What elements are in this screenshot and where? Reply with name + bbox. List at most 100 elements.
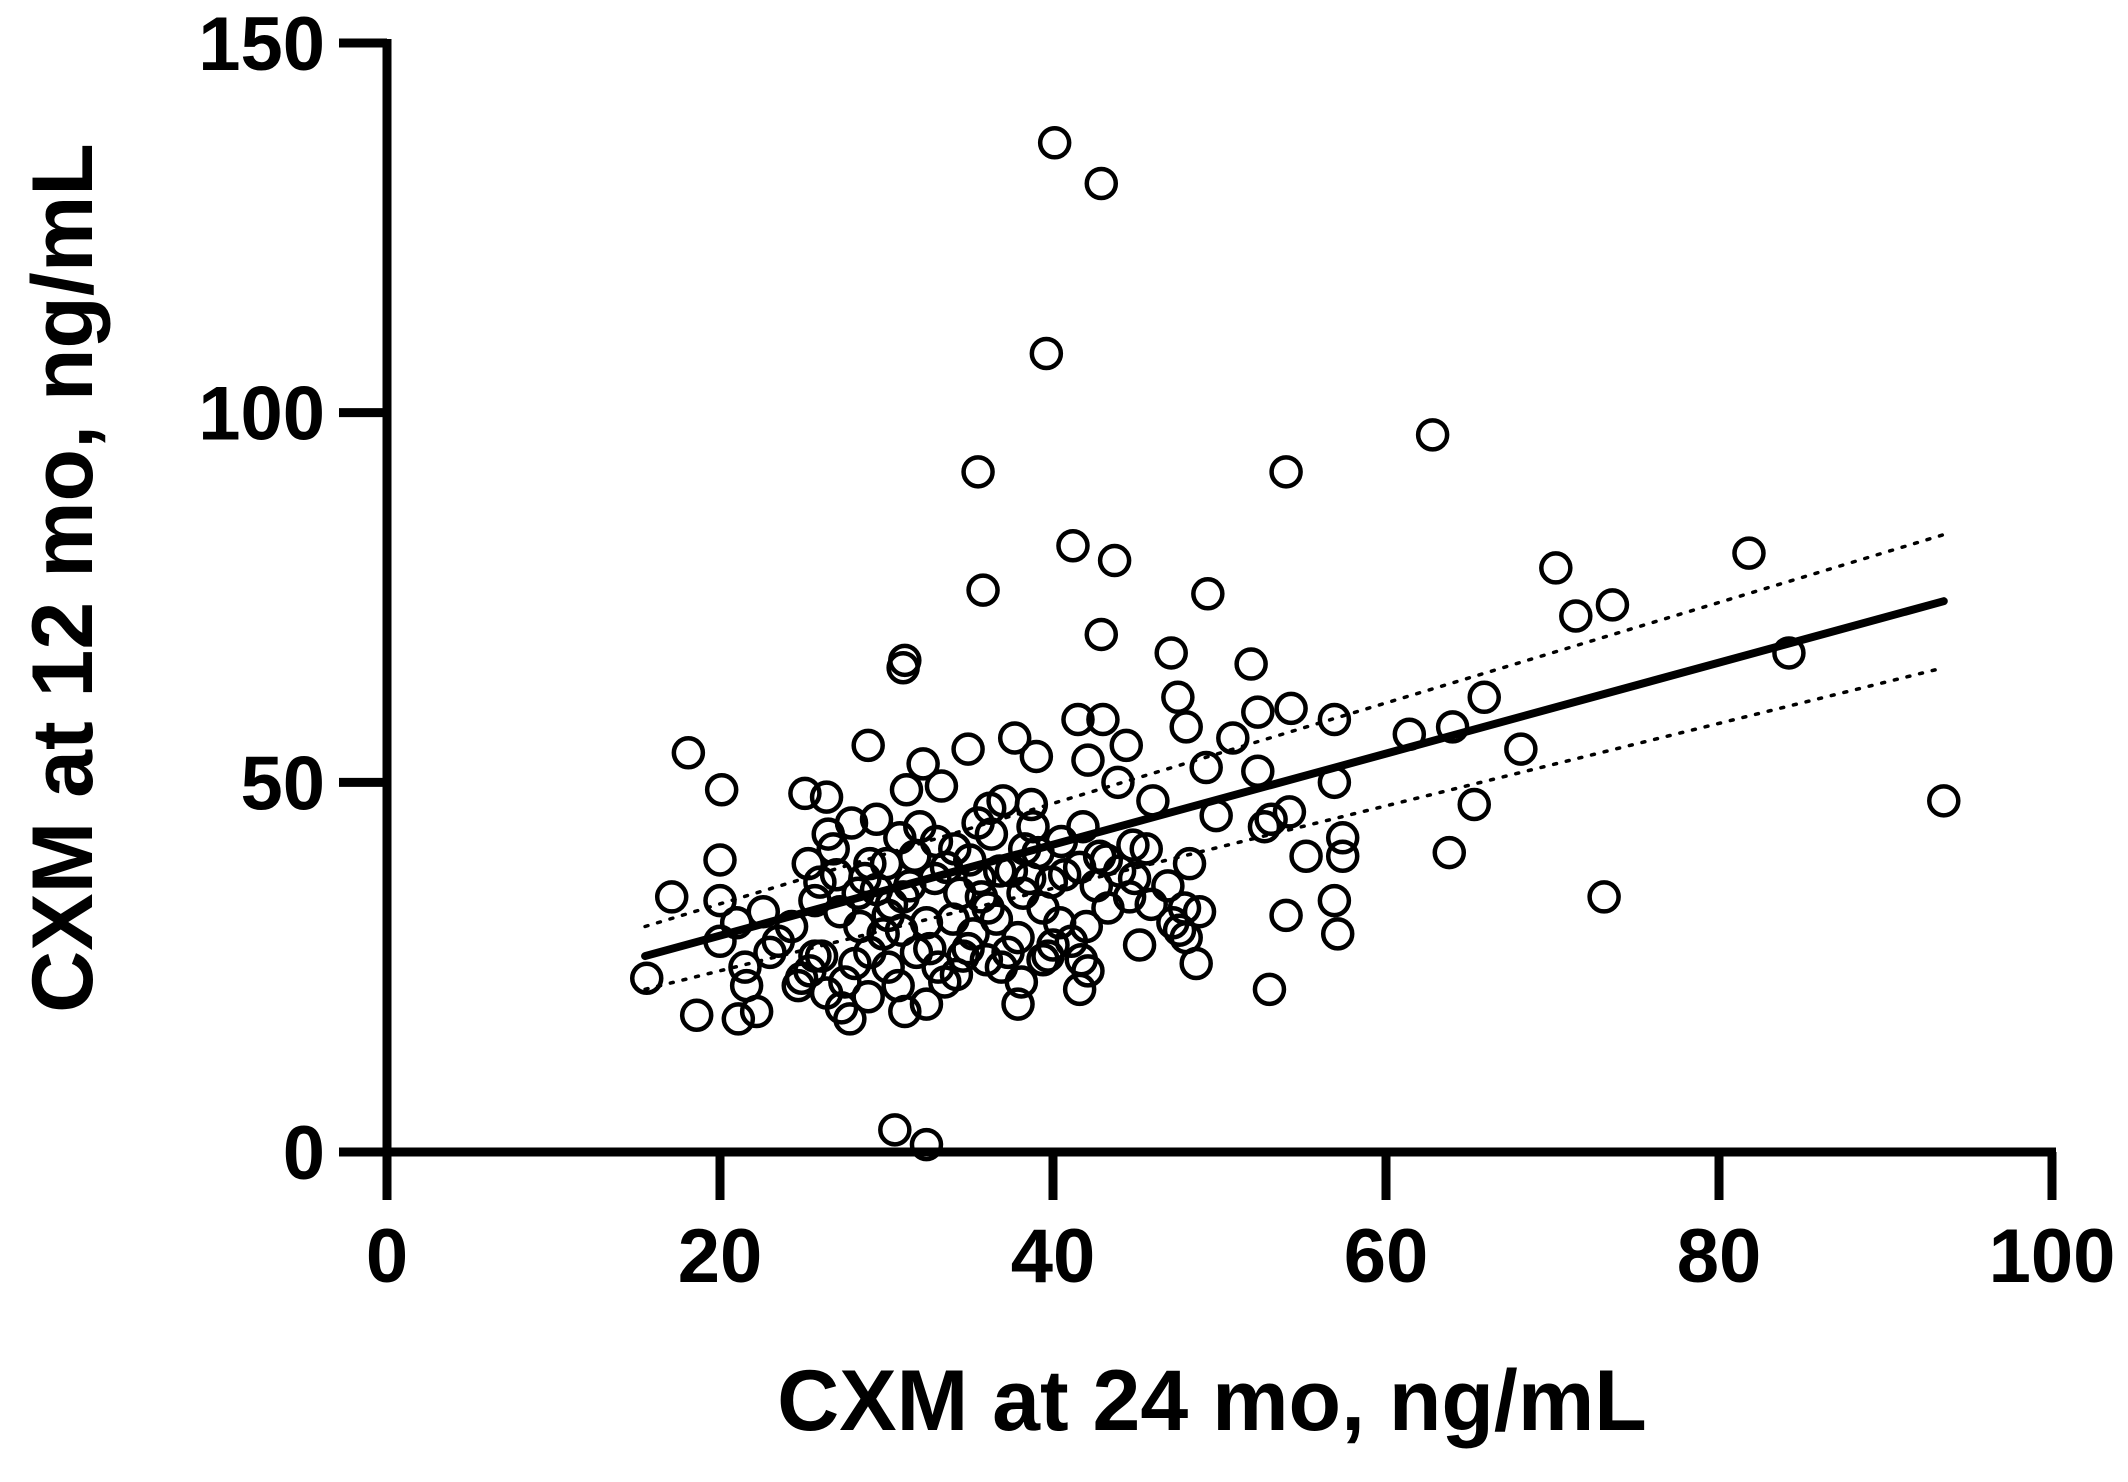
data-point bbox=[1134, 887, 1168, 922]
data-point bbox=[798, 939, 832, 973]
data-point bbox=[906, 747, 940, 781]
data-point bbox=[1062, 972, 1097, 1007]
data-point bbox=[1172, 846, 1207, 881]
data-point bbox=[1539, 551, 1573, 585]
data-point bbox=[1019, 739, 1054, 774]
confidence-band-lower bbox=[643, 665, 1946, 992]
data-point bbox=[1047, 858, 1082, 892]
data-point bbox=[1086, 702, 1120, 737]
data-point bbox=[1004, 965, 1039, 999]
data-point bbox=[939, 957, 974, 992]
data-point bbox=[1247, 809, 1282, 844]
data-point bbox=[1061, 702, 1095, 737]
x-tick-label: 60 bbox=[1344, 1214, 1429, 1299]
data-point bbox=[1325, 821, 1360, 855]
data-point bbox=[909, 1127, 944, 1162]
y-tick-label: 150 bbox=[198, 2, 325, 87]
data-point bbox=[961, 455, 995, 489]
data-point bbox=[951, 732, 985, 766]
data-point bbox=[1084, 617, 1119, 652]
data-point bbox=[1084, 166, 1119, 201]
data-point bbox=[788, 776, 822, 811]
data-point bbox=[888, 994, 922, 1029]
data-point bbox=[866, 917, 900, 951]
data-point bbox=[869, 846, 904, 881]
data-point bbox=[1169, 710, 1203, 744]
x-tick-label: 80 bbox=[1677, 1214, 1762, 1299]
data-point bbox=[1031, 939, 1065, 973]
data-point bbox=[859, 802, 894, 837]
data-point bbox=[878, 1113, 912, 1147]
data-point bbox=[823, 894, 857, 929]
data-point bbox=[838, 946, 872, 981]
x-tick-label: 100 bbox=[1989, 1214, 2116, 1299]
data-point bbox=[991, 935, 1025, 970]
data-point bbox=[1191, 577, 1225, 611]
data-point bbox=[1559, 599, 1593, 633]
data-point bbox=[924, 769, 959, 803]
data-point bbox=[703, 843, 737, 877]
chart-marks bbox=[629, 126, 1961, 1162]
data-point bbox=[1189, 750, 1223, 785]
data-point bbox=[753, 935, 787, 970]
data-point bbox=[1116, 828, 1150, 862]
data-point bbox=[1037, 126, 1072, 160]
data-point bbox=[803, 865, 837, 899]
data-point bbox=[833, 1002, 867, 1036]
data-point bbox=[1241, 695, 1275, 729]
regression-line bbox=[641, 597, 1948, 961]
data-point bbox=[1056, 528, 1090, 563]
data-point bbox=[1064, 943, 1099, 977]
data-point bbox=[886, 650, 920, 685]
data-point bbox=[1927, 784, 1961, 818]
chart-axes: 0 20 40 60 80 100 0 50 100 150 bbox=[198, 2, 2115, 1299]
x-axis-label: CXM at 24 mo, ng/mL bbox=[777, 1353, 1647, 1449]
data-point bbox=[913, 931, 947, 966]
data-point bbox=[1216, 721, 1250, 755]
data-point bbox=[1241, 754, 1275, 788]
data-point bbox=[1415, 418, 1450, 452]
data-point bbox=[654, 880, 689, 914]
data-point bbox=[828, 965, 862, 999]
data-point bbox=[816, 832, 850, 866]
data-point bbox=[1012, 861, 1047, 896]
data-point bbox=[679, 998, 714, 1032]
data-point bbox=[903, 809, 937, 844]
data-point bbox=[1317, 883, 1352, 918]
data-point bbox=[781, 968, 816, 1003]
data-point bbox=[889, 772, 924, 807]
x-tick-label: 0 bbox=[366, 1214, 408, 1299]
data-point bbox=[1151, 869, 1185, 903]
data-point bbox=[1254, 802, 1288, 837]
data-point bbox=[704, 772, 739, 807]
data-point bbox=[1101, 765, 1135, 800]
data-point bbox=[1161, 680, 1195, 715]
data-point bbox=[1269, 898, 1303, 933]
data-point bbox=[1274, 691, 1308, 726]
data-point bbox=[997, 721, 1032, 755]
data-point bbox=[1317, 702, 1352, 737]
data-point bbox=[1001, 987, 1035, 1021]
data-point bbox=[1772, 636, 1806, 670]
data-point bbox=[1732, 536, 1766, 570]
data-point bbox=[1026, 891, 1060, 925]
data-point bbox=[719, 906, 754, 940]
data-point bbox=[969, 943, 1004, 977]
data-point bbox=[1595, 588, 1630, 622]
data-point bbox=[1154, 636, 1188, 670]
data-point bbox=[809, 780, 844, 814]
data-point bbox=[1289, 839, 1323, 874]
data-point bbox=[966, 573, 1000, 607]
data-point bbox=[1269, 455, 1303, 489]
data-point bbox=[909, 987, 944, 1021]
data-point bbox=[964, 880, 999, 914]
x-tick-label: 40 bbox=[1011, 1214, 1096, 1299]
data-point bbox=[1587, 880, 1621, 914]
data-point bbox=[974, 817, 1009, 851]
data-point bbox=[811, 817, 845, 851]
data-point bbox=[899, 935, 934, 970]
data-point bbox=[1109, 728, 1144, 763]
data-point bbox=[721, 1002, 756, 1036]
confidence-band-upper bbox=[643, 532, 1946, 929]
